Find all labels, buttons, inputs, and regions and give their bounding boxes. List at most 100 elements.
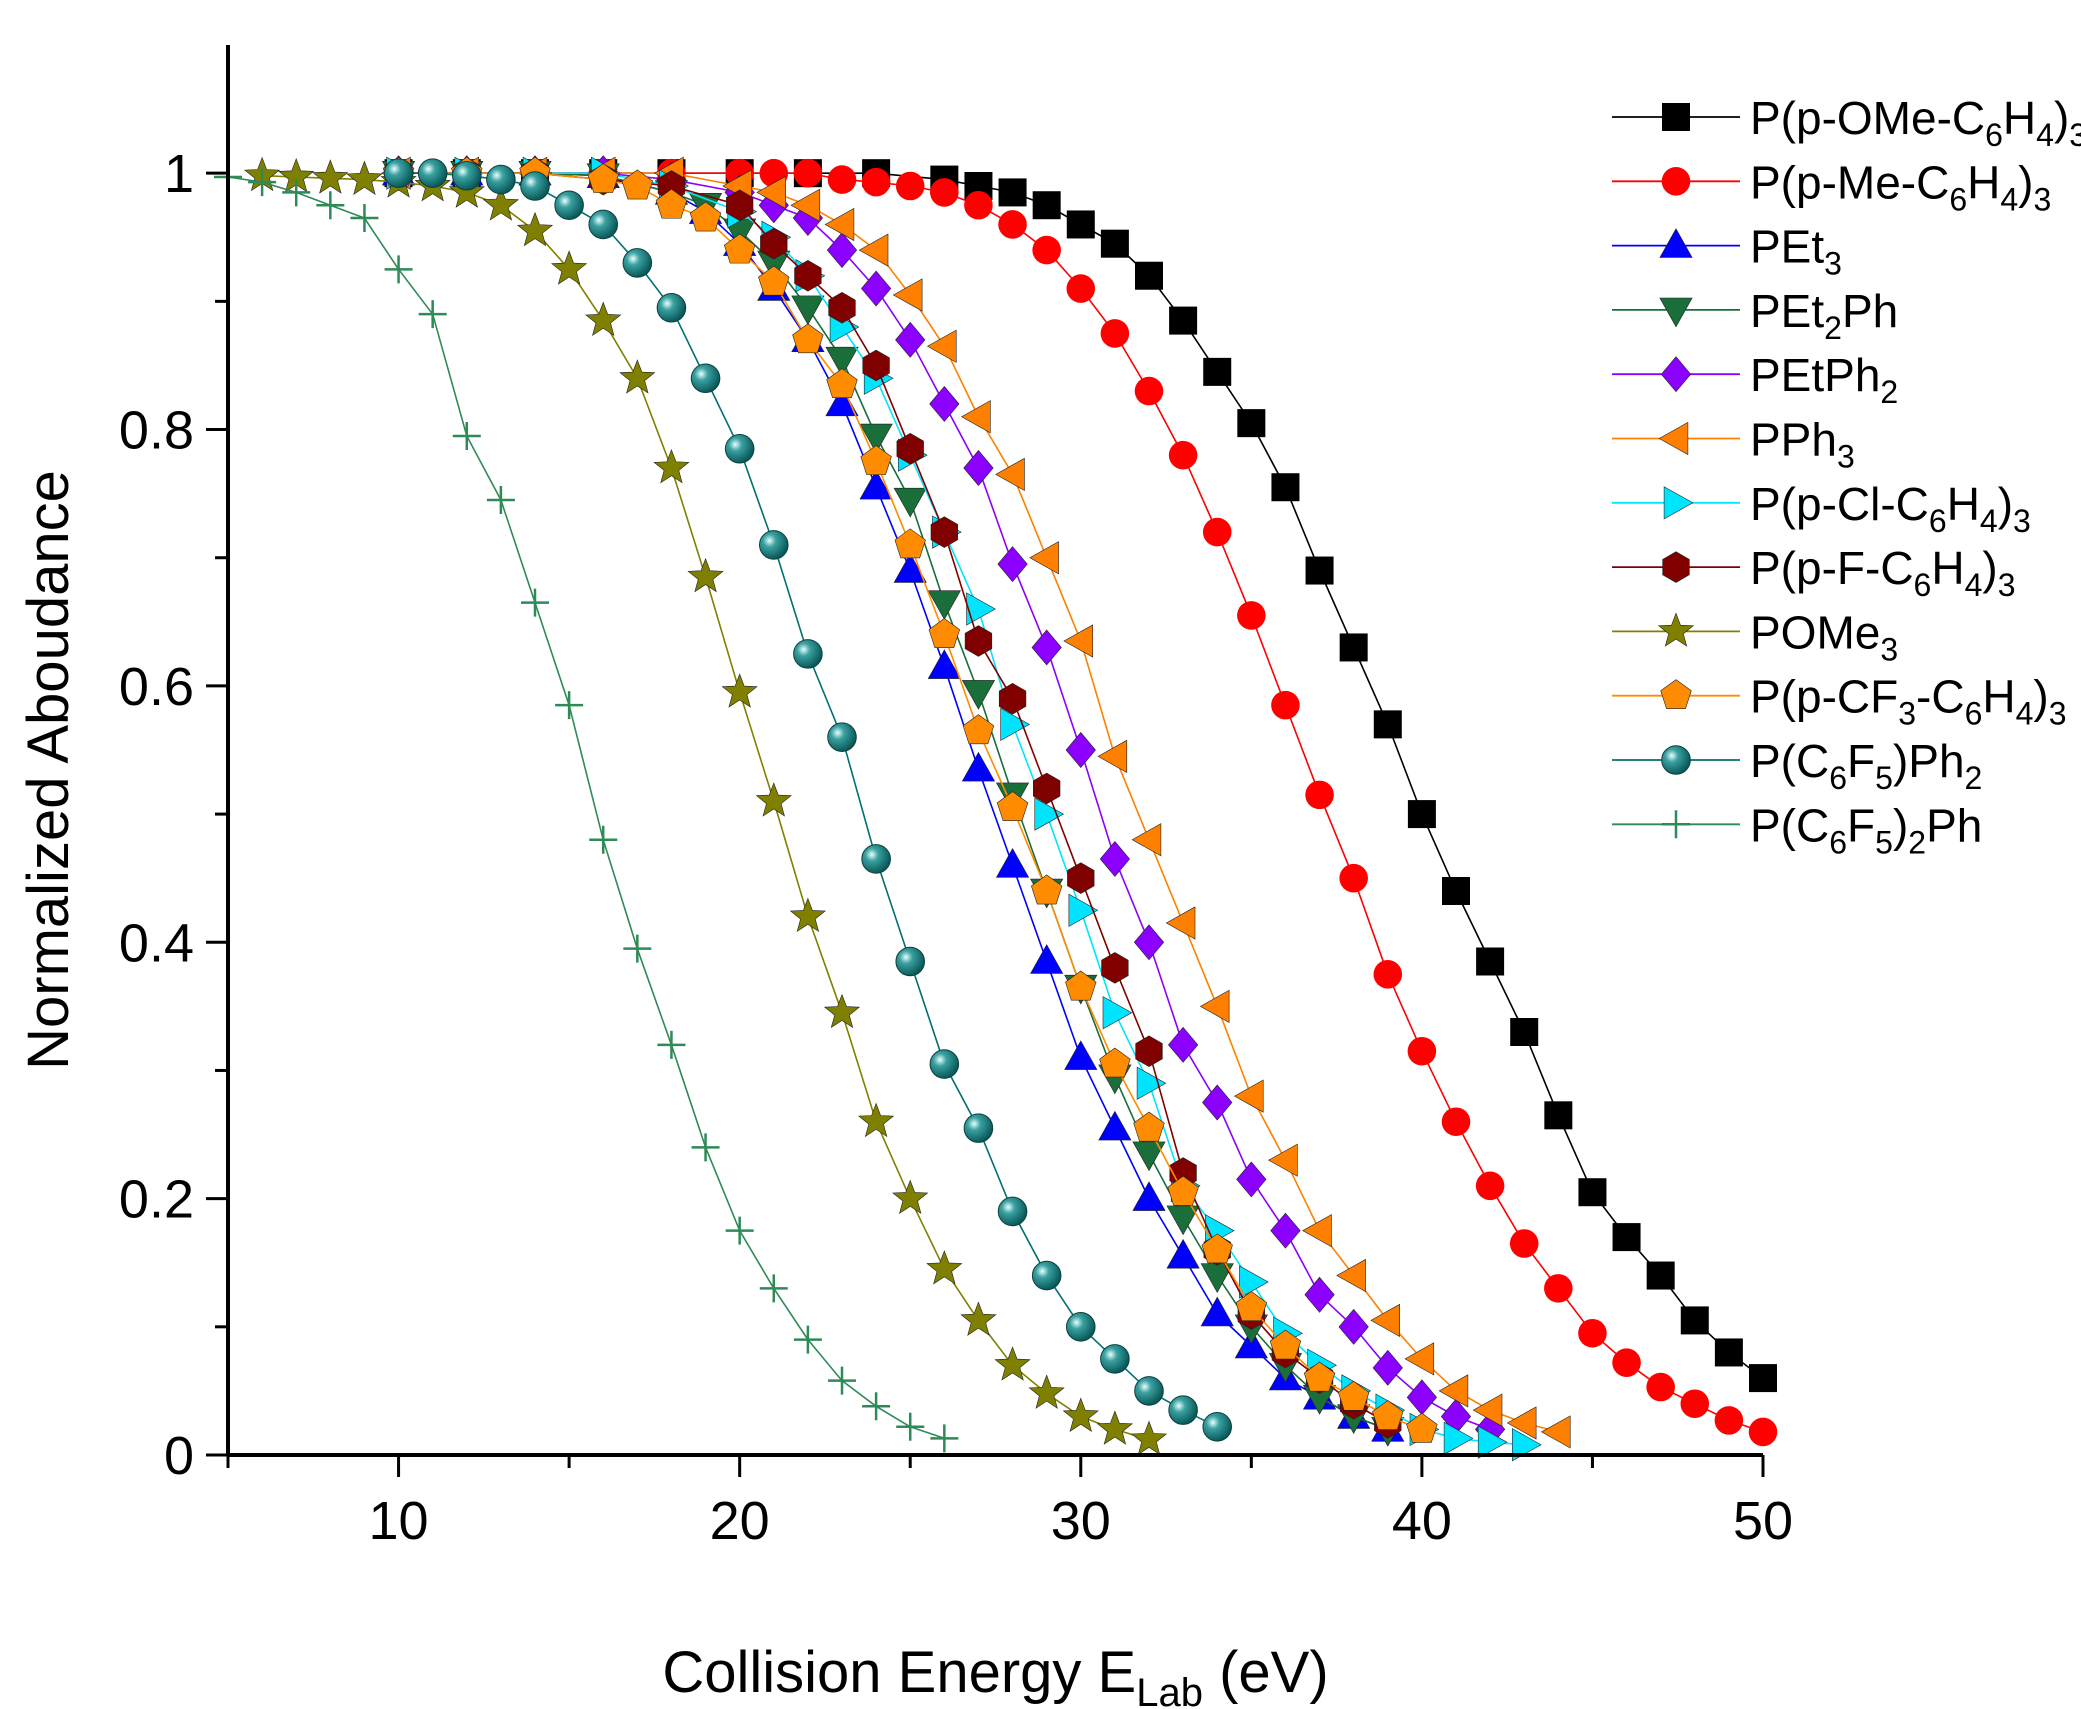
legend-entry: P(p-CF3-C6H4)3 xyxy=(1612,671,2067,732)
y-tick-label: 0 xyxy=(164,1426,194,1486)
data-point xyxy=(828,292,856,324)
data-point xyxy=(793,1325,822,1354)
legend-label: P(C6F5)2Ph xyxy=(1750,799,1982,860)
legend-entry: P(p-F-C6H4)3 xyxy=(1612,542,2016,603)
data-point xyxy=(1134,1376,1164,1406)
data-point xyxy=(1168,440,1198,470)
data-point xyxy=(1714,1338,1743,1367)
data-point xyxy=(964,190,993,220)
data-point xyxy=(860,445,892,475)
legend-marker xyxy=(1657,612,1695,647)
data-point xyxy=(1268,1143,1298,1177)
data-point xyxy=(1097,739,1128,774)
data-point xyxy=(930,178,959,207)
data-point xyxy=(1305,780,1334,810)
data-point xyxy=(893,487,927,518)
data-point xyxy=(1510,1018,1539,1046)
data-point xyxy=(1101,952,1129,984)
data-point xyxy=(1271,473,1300,502)
data-point xyxy=(789,897,827,933)
y-tick-label: 0.4 xyxy=(119,913,194,973)
series-3 xyxy=(381,160,1405,1447)
data-point xyxy=(1031,874,1063,905)
legend-marker xyxy=(1659,228,1693,258)
data-point xyxy=(1404,1342,1435,1376)
data-point xyxy=(1131,823,1162,857)
data-point xyxy=(930,1424,959,1453)
data-point xyxy=(248,168,277,197)
legend: P(p-OMe-C6H4)3P(p-Me-C6H4)3PEt3PEt2PhPEt… xyxy=(1612,92,2081,860)
data-point xyxy=(895,321,926,358)
data-point xyxy=(1442,877,1470,905)
data-point xyxy=(997,1196,1028,1227)
data-point xyxy=(1135,261,1163,290)
data-point xyxy=(858,233,889,267)
series-line xyxy=(398,172,1764,1379)
legend-entry: POMe3 xyxy=(1612,606,1898,667)
plot-area xyxy=(214,155,1778,1462)
data-point xyxy=(1062,1397,1099,1432)
data-point xyxy=(588,209,619,240)
data-point xyxy=(520,171,550,201)
y-tick-label: 0.8 xyxy=(119,401,194,461)
series-10 xyxy=(383,158,1233,1442)
data-point xyxy=(760,227,788,260)
data-point xyxy=(827,722,857,752)
data-point xyxy=(1302,1214,1332,1248)
series-line xyxy=(398,172,1389,1431)
legend-label: PPh3 xyxy=(1750,414,1855,475)
legend-label: P(p-Me-C6H4)3 xyxy=(1750,156,2051,217)
data-point xyxy=(792,323,824,354)
data-point xyxy=(1406,1412,1438,1443)
data-point xyxy=(1338,1308,1369,1345)
data-point xyxy=(1028,1374,1065,1409)
data-point xyxy=(1202,1084,1233,1121)
data-point xyxy=(859,423,893,454)
data-point xyxy=(1066,274,1096,303)
legend-label: P(C6F5)Ph2 xyxy=(1750,735,1982,796)
data-point xyxy=(791,295,825,326)
legend-entry: P(C6F5)Ph2 xyxy=(1612,735,1982,796)
data-point xyxy=(825,346,859,377)
data-point xyxy=(1031,629,1062,666)
data-point xyxy=(1203,357,1232,386)
data-point xyxy=(1477,1425,1508,1459)
data-point xyxy=(1269,1329,1302,1360)
data-point xyxy=(826,232,858,269)
series-5 xyxy=(381,156,1571,1449)
data-point xyxy=(1407,800,1436,829)
data-point xyxy=(1100,1344,1130,1374)
data-point xyxy=(1202,517,1232,547)
data-point xyxy=(1544,1274,1573,1303)
data-point xyxy=(516,211,554,247)
data-point xyxy=(998,682,1027,715)
y-tick-label: 0.2 xyxy=(119,1170,194,1230)
data-point xyxy=(1540,1415,1571,1449)
data-point xyxy=(1100,319,1130,348)
data-point xyxy=(417,158,448,188)
series-layer xyxy=(214,155,1778,1462)
y-ticks: 0 0.2 0.4 0.6 0.8 1 xyxy=(119,144,228,1486)
data-point xyxy=(1476,947,1505,976)
axes: 10 20 30 40 50 0 0.2 0.4 0.6 0.8 1 xyxy=(119,45,1793,1551)
legend-entry: P(p-Me-C6H4)3 xyxy=(1612,156,2051,217)
data-point xyxy=(1233,1079,1264,1113)
data-point xyxy=(1167,1175,1199,1206)
data-point xyxy=(1749,1364,1777,1393)
data-point xyxy=(827,165,857,194)
data-point xyxy=(1134,376,1164,406)
legend-label: P(p-CF3-C6H4)3 xyxy=(1750,671,2067,732)
data-point xyxy=(1067,862,1095,894)
x-tick-label: 30 xyxy=(1051,1491,1111,1551)
data-point xyxy=(1168,1026,1199,1063)
data-point xyxy=(826,368,858,399)
data-point xyxy=(1130,1420,1168,1456)
legend-marker xyxy=(1662,810,1690,839)
data-point xyxy=(1102,996,1133,1030)
y-tick-label: 0.6 xyxy=(119,657,194,717)
data-point xyxy=(1443,1421,1474,1455)
data-point xyxy=(1237,601,1266,630)
data-point xyxy=(346,160,383,196)
legend-entry: P(p-Cl-C6H4)3 xyxy=(1612,478,2031,539)
